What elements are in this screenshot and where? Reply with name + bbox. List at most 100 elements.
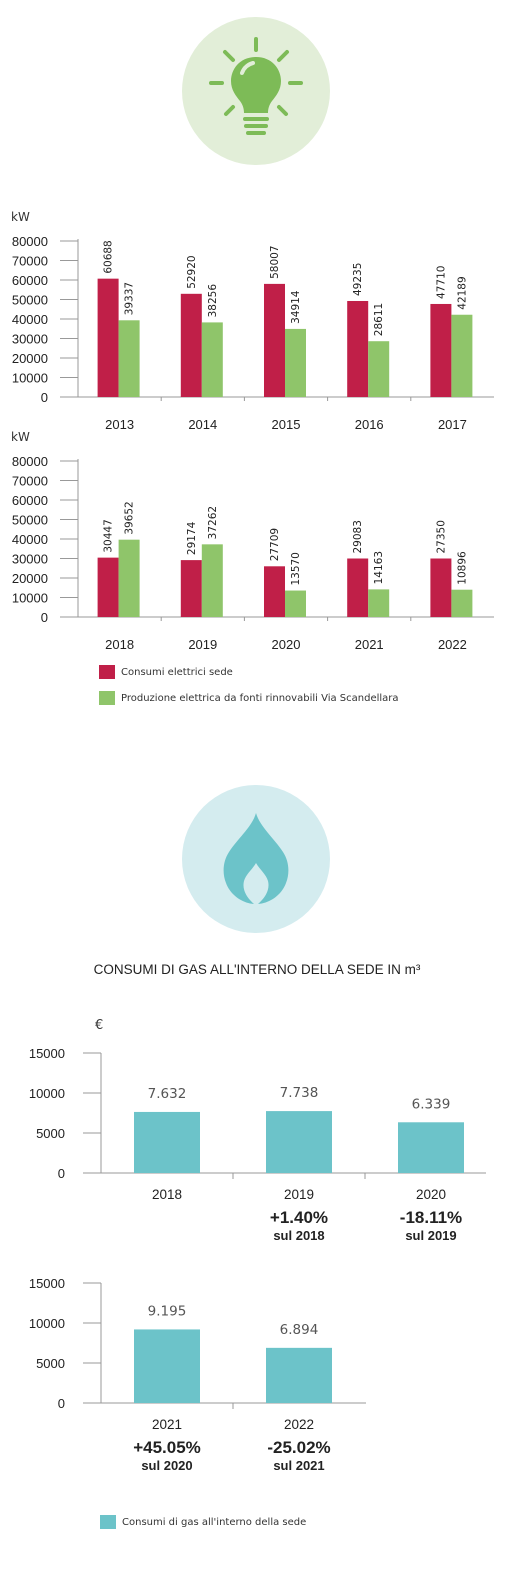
bar-produzione	[368, 341, 390, 397]
x-tick-label: 2021	[152, 1417, 182, 1432]
y-tick-label: 70000	[12, 254, 48, 269]
bar-produzione	[451, 314, 473, 397]
x-tick-label: 2017	[438, 417, 467, 432]
y-tick-label: 80000	[12, 234, 48, 249]
y-tick-label: 30000	[12, 332, 48, 347]
y-tick-label: 70000	[12, 474, 48, 489]
flame-icon	[223, 813, 289, 904]
data-label: 27709	[269, 528, 281, 561]
data-label: 10896	[456, 551, 468, 585]
gas-unit: €	[95, 1018, 104, 1033]
y-tick-label: 40000	[12, 312, 48, 327]
data-label: 42189	[456, 276, 468, 309]
y-tick-label: 20000	[12, 351, 48, 366]
change-reference: sul 2020	[141, 1458, 192, 1473]
data-label: 39337	[124, 282, 136, 315]
x-tick-label: 2018	[105, 637, 134, 652]
x-tick-label: 2020	[272, 637, 301, 652]
data-label: 27350	[435, 520, 447, 553]
bar-consumi	[264, 283, 285, 397]
change-reference: sul 2018	[273, 1228, 324, 1243]
data-label: 6.339	[412, 1096, 451, 1112]
y-tick-label: 30000	[12, 552, 48, 567]
y-tick-label: 10000	[12, 591, 48, 606]
y-tick-label: 0	[58, 1396, 65, 1411]
x-tick-label: 2016	[355, 417, 384, 432]
data-label: 37262	[207, 506, 219, 539]
bar-produzione	[118, 539, 140, 617]
electric-chart-2018-2022: 0 10000 20000 30000 40000 50000 60000 70000 8000…	[12, 454, 494, 652]
data-label: 58007	[269, 245, 281, 278]
gas-chart-2021-2022: 0 5000 10000 15000 9.195 2021 +45.05%sul 2020 6…	[29, 1276, 366, 1473]
gas-chart-2018-2020: 0500010000150007.63220187.7382019+1.40%s…	[29, 1046, 486, 1243]
lightbulb-icon	[209, 37, 303, 135]
data-label: 34914	[290, 290, 302, 324]
y-tick-label: 50000	[12, 293, 48, 308]
data-label: 49235	[352, 263, 364, 296]
legend-swatch-consumi	[99, 665, 115, 679]
change-percent: -25.02%	[267, 1438, 330, 1457]
x-tick-label: 2021	[355, 637, 384, 652]
bar-consumi	[180, 293, 202, 397]
bar-produzione	[368, 589, 390, 617]
y-tick-label: 80000	[12, 454, 48, 469]
x-tick-label: 2018	[152, 1187, 182, 1202]
y-tick-label: 20000	[12, 571, 48, 586]
data-label: 28611	[373, 303, 385, 336]
legend-produzione: Produzione elettrica da fonti rinnovabil…	[99, 691, 399, 705]
data-label: 9.195	[148, 1303, 187, 1319]
data-label: 6.894	[280, 1322, 319, 1338]
data-label: 13570	[290, 552, 302, 585]
data-label: 52920	[186, 255, 198, 288]
gas-chart-title: CONSUMI DI GAS ALL'INTERNO DELLA SEDE IN…	[93, 962, 421, 977]
x-tick-label: 2022	[438, 637, 467, 652]
x-tick-label: 2019	[188, 637, 217, 652]
change-percent: +1.40%	[270, 1208, 328, 1227]
data-label: 39652	[124, 501, 136, 534]
bar-produzione	[285, 328, 306, 397]
y-tick-label: 5000	[36, 1126, 65, 1141]
data-label: 29083	[352, 520, 364, 553]
y-tick-label: 15000	[29, 1046, 65, 1061]
bar-consumi	[264, 566, 285, 617]
y-tick-label: 5000	[36, 1356, 65, 1371]
y-tick-label: 0	[41, 610, 48, 625]
change-percent: +45.05%	[133, 1438, 201, 1457]
y-tick-label: 60000	[12, 493, 48, 508]
y-tick-label: 50000	[12, 513, 48, 528]
x-tick-label: 2013	[105, 417, 134, 432]
x-tick-label: 2020	[416, 1187, 446, 1202]
bar-produzione	[118, 320, 140, 397]
bar-gas	[134, 1111, 200, 1173]
bar-consumi	[347, 300, 369, 397]
bar-produzione	[201, 544, 223, 617]
bar-gas	[266, 1347, 332, 1403]
bar-produzione	[451, 589, 473, 617]
change-reference: sul 2019	[405, 1228, 456, 1243]
electric-top-unit: kW	[11, 210, 30, 224]
data-label: 30447	[103, 519, 115, 552]
legend-gas: Consumi di gas all'interno della sede	[100, 1515, 306, 1529]
data-label: 60688	[103, 240, 115, 273]
bar-consumi	[180, 560, 202, 617]
change-reference: sul 2021	[273, 1458, 324, 1473]
bar-consumi	[97, 278, 119, 397]
legend-swatch-gas	[100, 1515, 116, 1529]
bar-consumi	[430, 303, 452, 397]
y-tick-label: 15000	[29, 1276, 65, 1291]
legend-swatch-produzione	[99, 691, 115, 705]
bar-produzione	[285, 590, 306, 617]
y-tick-label: 60000	[12, 273, 48, 288]
bar-consumi	[347, 558, 369, 617]
y-tick-label: 10000	[29, 1086, 65, 1101]
data-label: 14163	[373, 551, 385, 584]
data-label: 7.632	[148, 1086, 187, 1102]
y-tick-label: 40000	[12, 532, 48, 547]
y-tick-label: 10000	[29, 1316, 65, 1331]
change-percent: -18.11%	[400, 1208, 462, 1227]
bar-consumi	[97, 557, 119, 617]
legend-label-produzione: Produzione elettrica da fonti rinnovabil…	[121, 692, 399, 704]
electric-chart-2013-2017: 0 10000 20000 30000 40000 50000 60000 70000 8000…	[12, 234, 494, 432]
data-label: 7.738	[280, 1085, 319, 1101]
x-tick-label: 2014	[188, 417, 217, 432]
